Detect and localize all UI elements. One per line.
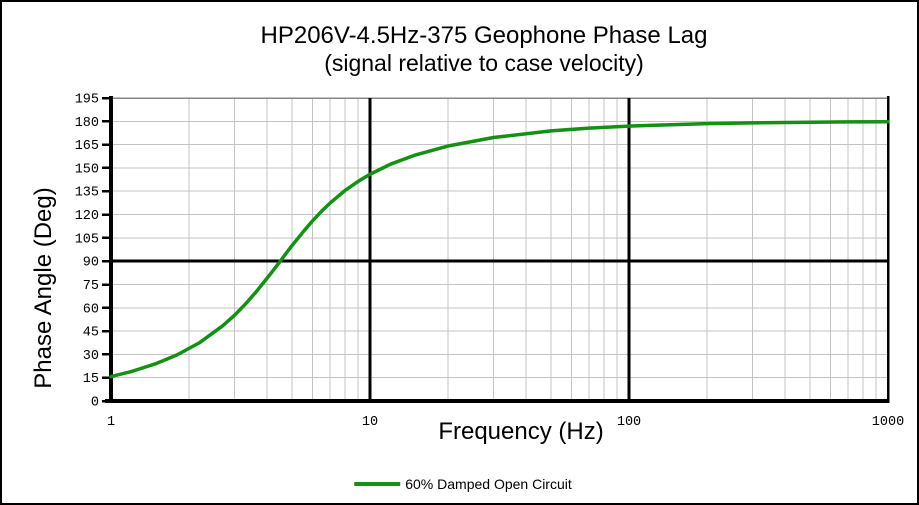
y-tick-label: 105	[75, 232, 99, 247]
y-tick-label: 90	[83, 256, 99, 271]
y-tick-label: 165	[75, 139, 99, 154]
y-tick-label: 45	[83, 326, 99, 341]
chart-title-block: HP206V-4.5Hz-375 Geophone Phase Lag (sig…	[50, 22, 918, 77]
x-tick-label: 100	[617, 415, 641, 430]
y-tick-label: 195	[75, 93, 99, 108]
y-tick-label: 75	[83, 279, 99, 294]
y-tick-label: 30	[83, 349, 99, 364]
x-tick-label: 1	[107, 415, 115, 430]
y-tick-label: 0	[91, 396, 99, 411]
chart-subtitle: (signal relative to case velocity)	[324, 50, 644, 76]
chart-title: HP206V-4.5Hz-375 Geophone Phase Lag	[260, 22, 708, 49]
legend-label: 60% Damped Open Circuit	[405, 476, 572, 492]
x-axis-title: Frequency (Hz)	[438, 418, 604, 445]
y-tick-label: 180	[75, 116, 99, 131]
y-tick-label: 120	[75, 209, 99, 224]
legend-line-swatch	[354, 482, 401, 486]
y-tick-label: 135	[75, 186, 99, 201]
y-tick-label: 150	[75, 162, 99, 177]
y-tick-label: 15	[83, 372, 99, 387]
series-curve	[109, 120, 890, 379]
x-tick-label: 10	[362, 415, 378, 430]
y-tick-label: 60	[83, 302, 99, 317]
x-tick-label: 1000	[872, 415, 904, 430]
legend: 60% Damped Open Circuit	[354, 476, 572, 492]
